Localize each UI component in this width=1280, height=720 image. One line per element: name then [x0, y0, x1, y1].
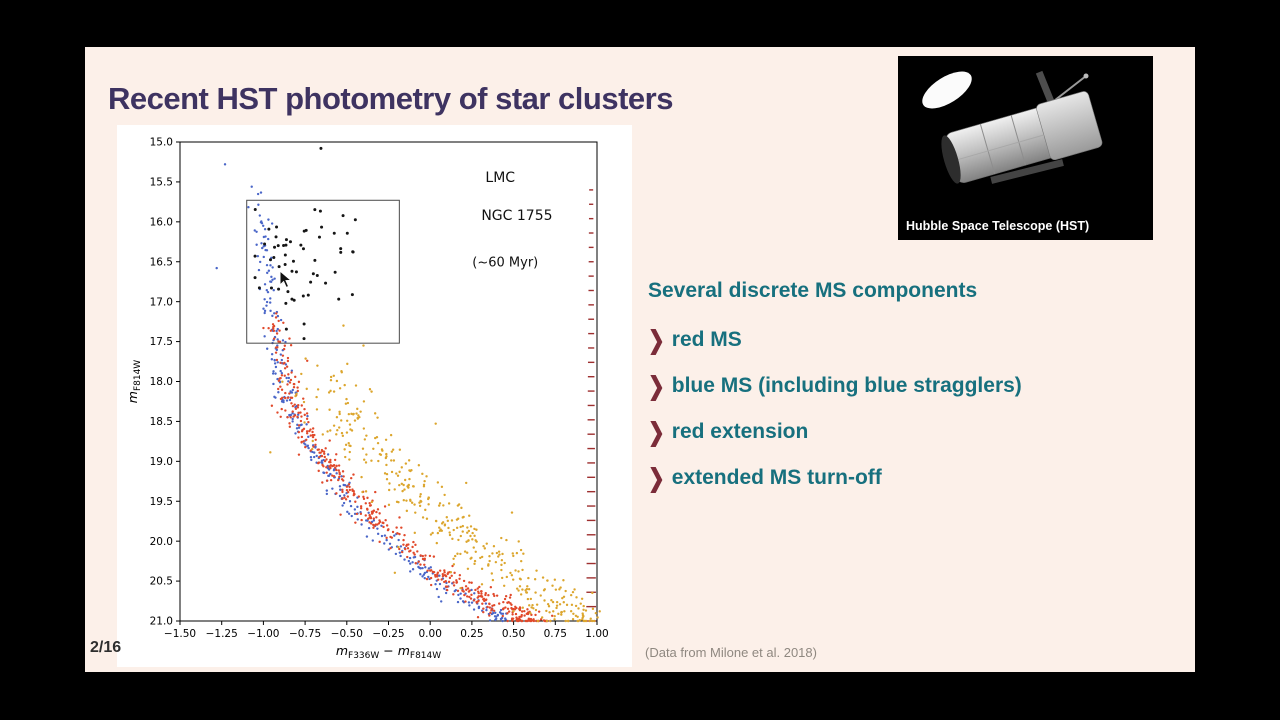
svg-text:21.0: 21.0 [150, 616, 173, 628]
bullet-red-ms: red MS [671, 328, 742, 351]
hst-telescope-illustration [898, 56, 1153, 214]
bullet-emsto: extended MS turn-off [671, 466, 882, 489]
slide-page-number: 2/16 [90, 639, 122, 656]
svg-text:20.5: 20.5 [150, 576, 173, 588]
svg-text:mF336W − mF814W: mF336W − mF814W [336, 643, 441, 661]
hst-solar-panel [990, 159, 1064, 184]
svg-text:−1.00: −1.00 [247, 628, 279, 640]
svg-text:0.00: 0.00 [419, 628, 442, 640]
list-item: ❯ red MS [648, 317, 1022, 363]
list-item: ❯ blue MS (including blue stragglers) [648, 363, 1022, 409]
svg-text:17.5: 17.5 [150, 336, 173, 348]
svg-text:LMC: LMC [485, 170, 515, 186]
chevron-right-icon: ❯ [648, 326, 665, 355]
svg-text:0.75: 0.75 [544, 628, 567, 640]
svg-text:mF814W: mF814W [125, 360, 143, 404]
svg-text:19.5: 19.5 [150, 496, 173, 508]
svg-text:0.50: 0.50 [502, 628, 525, 640]
cmd-plot-panel: −1.50 −1.25 −1.00 −0.75 −0.50 −0.25 0.00 0.25 0.… [117, 125, 632, 667]
mouse-cursor [279, 270, 293, 289]
ms-components-heading: Several discrete MS components [648, 279, 978, 302]
svg-text:16.5: 16.5 [150, 256, 173, 268]
data-credit: (Data from Milone et al. 2018) [645, 645, 817, 660]
hst-caption: Hubble Space Telescope (HST) [906, 219, 1090, 233]
svg-text:−1.50: −1.50 [164, 628, 196, 640]
svg-text:16.0: 16.0 [150, 216, 173, 228]
hst-aperture-door [922, 71, 972, 109]
list-item: ❯ red extension [648, 409, 1022, 455]
svg-text:18.0: 18.0 [150, 376, 173, 388]
hst-photo-panel: Hubble Space Telescope (HST) [898, 56, 1153, 240]
svg-text:−0.25: −0.25 [372, 628, 404, 640]
svg-text:19.0: 19.0 [150, 456, 173, 468]
svg-text:20.0: 20.0 [150, 536, 173, 548]
chevron-right-icon: ❯ [648, 372, 665, 401]
slide: Recent HST photometry of star clusters −… [85, 47, 1195, 672]
ms-components-list: ❯ red MS ❯ blue MS (including blue strag… [648, 317, 1022, 501]
svg-text:NGC 1755: NGC 1755 [481, 208, 552, 224]
chevron-right-icon: ❯ [648, 464, 665, 493]
cmd-scatter-plot: −1.50 −1.25 −1.00 −0.75 −0.50 −0.25 0.00 0.25 0.… [125, 137, 609, 661]
svg-text:−0.75: −0.75 [289, 628, 321, 640]
hst-body [941, 91, 1103, 184]
svg-text:1.00: 1.00 [585, 628, 608, 640]
svg-text:17.0: 17.0 [150, 296, 173, 308]
bullet-blue-ms: blue MS (including blue stragglers) [671, 374, 1022, 397]
chevron-right-icon: ❯ [648, 418, 665, 447]
svg-text:15.5: 15.5 [150, 177, 173, 189]
svg-text:18.5: 18.5 [150, 416, 173, 428]
bullet-red-extension: red extension [671, 420, 809, 443]
svg-text:15.0: 15.0 [150, 137, 173, 149]
svg-text:(~60 Myr): (~60 Myr) [472, 256, 538, 271]
svg-text:0.25: 0.25 [460, 628, 483, 640]
page-title: Recent HST photometry of star clusters [108, 81, 673, 116]
svg-text:−1.25: −1.25 [206, 628, 238, 640]
list-item: ❯ extended MS turn-off [648, 455, 1022, 501]
svg-text:−0.50: −0.50 [331, 628, 363, 640]
